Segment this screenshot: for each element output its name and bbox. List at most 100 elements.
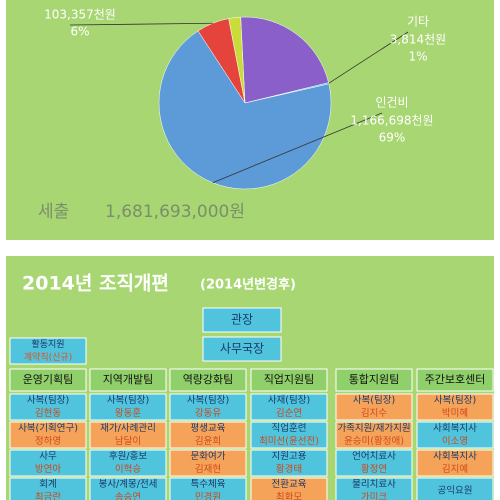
- org-text: 왕동훈: [115, 407, 141, 419]
- org-text: 김순연: [276, 407, 302, 419]
- org-text: 통합지원팀: [349, 373, 400, 386]
- org-text: 최화모: [276, 492, 302, 500]
- org-text: 평생교육: [191, 423, 226, 434]
- slice-name: 기타: [407, 15, 429, 29]
- slice-percent: 1%: [408, 50, 427, 64]
- org-chart: 관장사무국장활동지원계약직(신규)운영기획팀사복(팀장)김현동사복(기획연구)정…: [9, 307, 494, 500]
- org-text: 김재현: [195, 463, 221, 475]
- org-box: [250, 368, 328, 392]
- org-text: 역량강화팀: [183, 373, 234, 386]
- org-text: 최미선(윤선전): [259, 436, 319, 447]
- org-text: 문화여가: [191, 450, 226, 462]
- org-title: 2014년 조직개편: [22, 273, 169, 295]
- org-text: 회계: [39, 478, 56, 490]
- slice-amount: 3,814천원: [390, 32, 446, 47]
- org-box: [89, 449, 167, 477]
- org-text: 이소영: [442, 436, 468, 447]
- org-text: 사재(팀장): [268, 394, 310, 406]
- org-box: [169, 368, 247, 392]
- org-text: 사무국장: [220, 342, 264, 356]
- org-text: 사복(기획연구): [18, 422, 78, 434]
- org-text: 김현동: [35, 407, 61, 419]
- org-box: [9, 421, 87, 449]
- org-box: [89, 421, 167, 449]
- leader-line: [69, 22, 213, 26]
- org-box: [169, 421, 247, 449]
- org-text: 최금란: [35, 491, 61, 500]
- org-box: [89, 393, 167, 421]
- org-text: 김지예: [442, 463, 468, 475]
- org-text: 지원고용: [272, 451, 307, 462]
- org-text: 지역개발팀: [103, 373, 154, 386]
- org-box: [416, 421, 494, 449]
- org-box: [250, 449, 328, 477]
- org-panel: [6, 256, 494, 500]
- org-text: 후원/홍보: [109, 450, 147, 462]
- org-box: [202, 336, 282, 362]
- org-text: 윤승미(황정애): [344, 436, 404, 447]
- org-text: 물리치료사: [352, 478, 396, 490]
- org-box: [89, 368, 167, 392]
- org-box: [9, 368, 87, 392]
- org-box: [9, 477, 87, 500]
- org-text: 사회복지사: [433, 451, 477, 462]
- slice-name: 인건비: [375, 96, 408, 110]
- leader-line: [212, 112, 383, 184]
- org-text: 관장: [231, 313, 253, 327]
- org-box: [416, 368, 494, 392]
- org-text: 활동지원: [31, 338, 64, 350]
- org-box: [416, 393, 494, 421]
- org-box: [250, 393, 328, 421]
- org-box: [202, 307, 282, 333]
- org-text: 김윤희: [195, 435, 221, 447]
- slice-percent: 6%: [70, 25, 89, 39]
- org-text: 황경태: [276, 463, 302, 475]
- total-name: 세출: [38, 202, 69, 222]
- org-box: [9, 337, 87, 365]
- org-box: [169, 477, 247, 500]
- org-text: 이혁승: [115, 464, 141, 475]
- slice-amount: 103,357천원: [44, 7, 116, 22]
- org-text: 공익요원: [438, 485, 473, 497]
- org-box: [335, 449, 413, 477]
- org-text: 가미크: [361, 492, 387, 500]
- org-text: 언어치료사: [352, 450, 396, 462]
- org-box: [335, 368, 413, 392]
- org-text: 주간보호센터: [425, 373, 486, 386]
- pie-slice: [240, 16, 329, 104]
- slice-percent: 69%: [379, 131, 406, 145]
- org-box: [9, 449, 87, 477]
- leader-line: [328, 31, 409, 84]
- org-text: 계약직(신규): [24, 351, 72, 363]
- org-text: 정하영: [35, 435, 61, 447]
- org-box: [89, 477, 167, 500]
- org-text: 운영기획팀: [23, 373, 74, 386]
- org-text: 김지수: [361, 407, 387, 419]
- org-box: [335, 477, 413, 500]
- org-text: 황정연: [361, 464, 387, 475]
- total-text: 1,681,693,000원: [105, 202, 245, 222]
- org-box: [169, 449, 247, 477]
- org-box: [250, 477, 328, 500]
- org-text: 사복(팀장): [353, 394, 395, 406]
- org-text: 특수체육: [191, 479, 226, 490]
- org-text: 사무: [39, 451, 57, 462]
- org-box: [335, 421, 413, 449]
- org-box: [416, 477, 494, 500]
- org-text: 봉사/계몽/전세: [99, 478, 158, 490]
- org-text: 재가/사례관리: [100, 423, 156, 434]
- org-text: 사복(팀장): [27, 394, 69, 406]
- org-text: 사복(팀장): [107, 394, 149, 406]
- org-text: 방연아: [35, 464, 61, 475]
- org-text: 사복(팀장): [434, 394, 476, 406]
- org-text: 강동유: [195, 408, 221, 419]
- pie: 기타 3,814천원 1% 인건비 1,166,698천원 69% 103,357천원 6%: [44, 7, 446, 190]
- org-text: 직업훈련: [272, 422, 307, 434]
- org-text: 민경원: [195, 491, 221, 500]
- org-text: 남달이: [115, 435, 141, 447]
- org-box: [9, 393, 87, 421]
- pie-slice: [228, 16, 246, 104]
- org-text: 사회복지사: [433, 423, 477, 434]
